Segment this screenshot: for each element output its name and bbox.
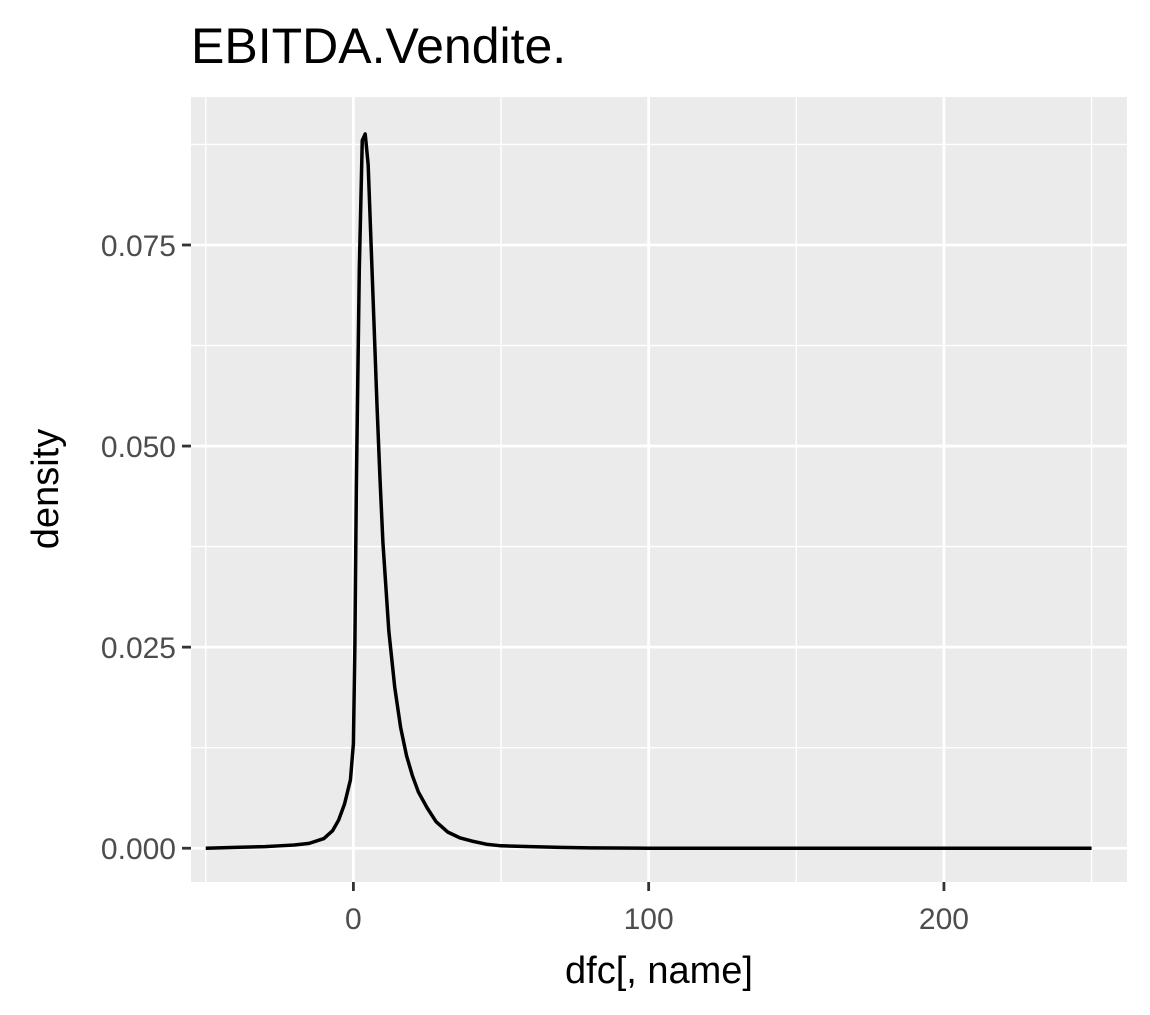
chart-title: EBITDA.Vendite. [191, 18, 566, 74]
y-tick-label: 0.075 [101, 230, 176, 263]
y-axis: 0.000 0.025 0.050 0.075 [101, 230, 191, 866]
x-tick-label: 100 [624, 903, 674, 936]
minor-gridlines [191, 97, 1127, 882]
major-gridlines [191, 97, 1127, 882]
density-line [205, 132, 1092, 850]
x-axis-title: dfc[, name] [565, 950, 753, 992]
x-tick-label: 0 [345, 903, 362, 936]
plot-panel [191, 97, 1127, 882]
x-axis: 0 100 200 [345, 882, 969, 936]
y-tick-label: 0.050 [101, 431, 176, 464]
x-tick-label: 200 [919, 903, 969, 936]
y-axis-title: density [25, 429, 67, 549]
y-tick-label: 0.025 [101, 632, 176, 665]
y-tick-label: 0.000 [101, 833, 176, 866]
